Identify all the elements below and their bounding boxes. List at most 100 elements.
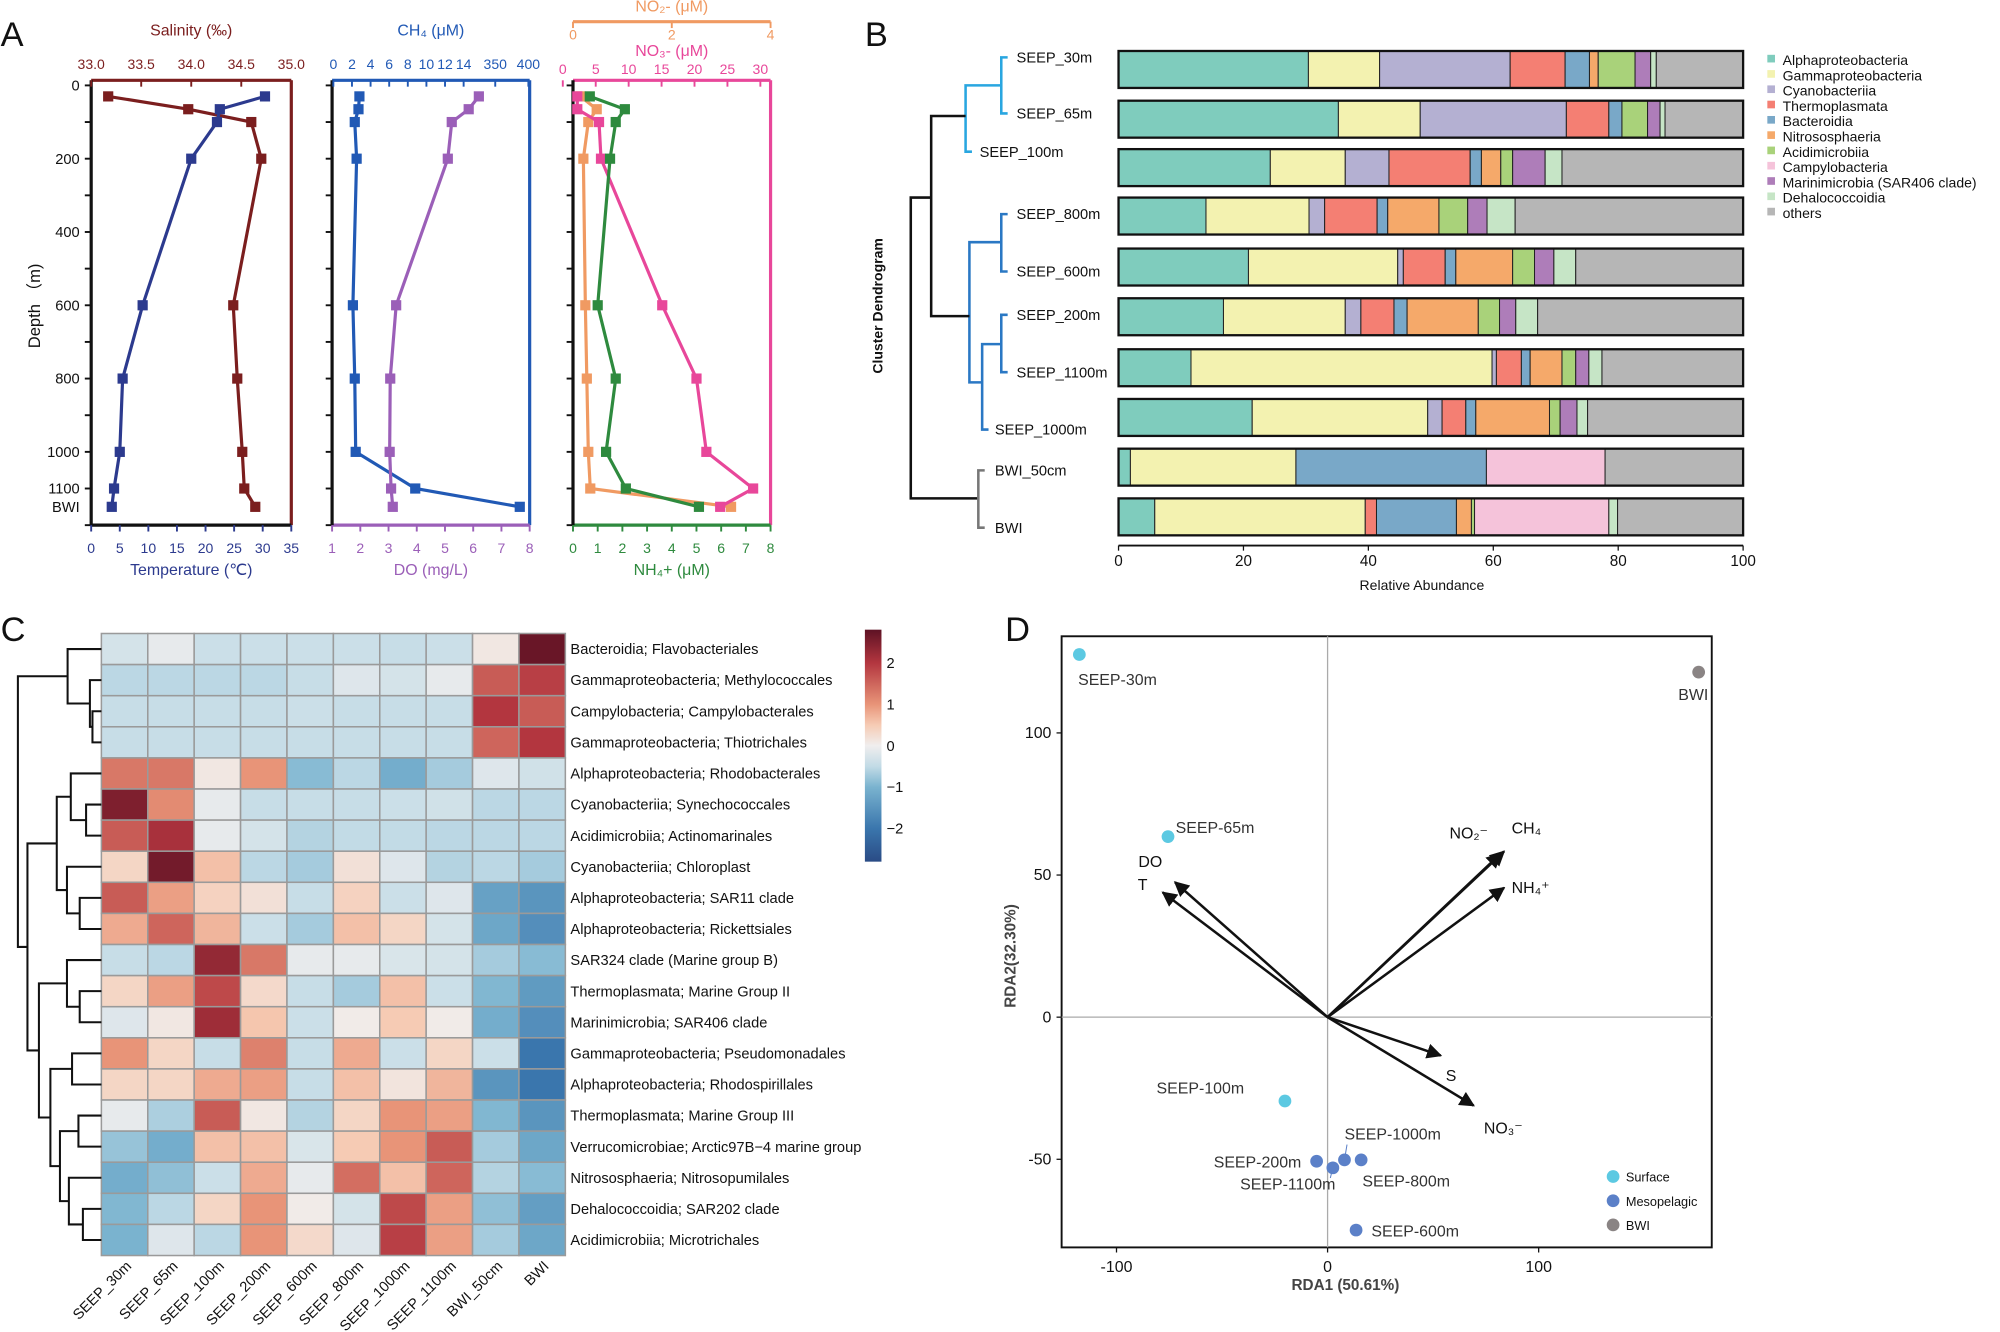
heatmap-cell (147, 943, 195, 977)
heatmap-cell (239, 819, 288, 852)
profile-marker (585, 483, 596, 494)
heatmap-cell (239, 1161, 288, 1195)
row-dendrogram-branch (85, 803, 102, 837)
heatmap-cell (378, 726, 427, 759)
profile-line (388, 95, 481, 507)
heatmap-cell (239, 632, 288, 666)
heatmap-cell (518, 881, 567, 915)
profile-marker (657, 300, 668, 311)
heatmap-cell (100, 788, 149, 821)
legend-swatch (1767, 131, 1775, 139)
axis-tick-label: 1 (328, 540, 336, 556)
profile-marker (384, 446, 395, 457)
column-label: BWI (522, 1259, 553, 1290)
row-label: Cyanobacteriia; Chloroplast (570, 860, 750, 876)
heatmap-cell (147, 1130, 195, 1163)
axis-tick-label: 5 (592, 61, 600, 77)
heatmap-cell (239, 912, 288, 946)
heatmap-cell (100, 1130, 149, 1163)
heatmap-cell (471, 1037, 520, 1070)
bar-segment (1664, 100, 1744, 139)
heatmap-cell (100, 819, 149, 852)
panel-label-a: A (1, 16, 24, 54)
profile-marker (256, 153, 267, 164)
heatmap-cell (239, 663, 288, 697)
panel-d-rda-biplot: -100 0 100 -50 0 50 100 RDA1 (50.61%) RDA2(32.30… (1002, 635, 1713, 1294)
env-vector-label: NO₂⁻ (1449, 825, 1487, 842)
axis-tick-label: 10 (141, 540, 157, 556)
heatmap-cell (147, 1037, 195, 1070)
bar-segment (1514, 197, 1744, 236)
axis-tick-label: 15 (169, 540, 185, 556)
heatmap-cell (425, 726, 474, 759)
heatmap-cell (286, 663, 335, 697)
heatmap-cell (332, 1037, 381, 1070)
heatmap-cell (147, 850, 195, 884)
bar-segment (1393, 297, 1408, 336)
heatmap-cell (518, 850, 567, 884)
axis-tick-label: 10 (419, 56, 435, 72)
heatmap-cell (193, 1192, 242, 1226)
bar-segment (1324, 197, 1378, 236)
depth-tick-label: 400 (55, 225, 79, 241)
heatmap-cell (193, 1130, 242, 1163)
heatmap-cell (147, 1161, 195, 1195)
legend-marker (1606, 1170, 1620, 1183)
heatmap-cell (518, 943, 567, 977)
sample-point-label: SEEP-200m (1214, 1155, 1302, 1172)
profile-marker (385, 373, 396, 384)
heatmap-cell (518, 1192, 567, 1226)
row-label: Marinimicrobia; SAR406 clade (570, 1015, 767, 1031)
sample-point (1310, 1154, 1323, 1168)
sample-point (1692, 665, 1706, 679)
axis-tick-label: 0 (87, 540, 95, 556)
heatmap-row (100, 850, 567, 884)
heatmap-cell (518, 757, 567, 790)
legend-label: Mesopelagic (1626, 1194, 1698, 1209)
dendrogram-branch (968, 212, 1008, 431)
heatmap-cell (286, 1192, 335, 1226)
legend-swatch (1767, 100, 1775, 109)
profile-marker (211, 116, 223, 128)
heatmap-cell (471, 819, 520, 852)
axis-title: NH₄+ (μM) (634, 562, 710, 579)
sample-point (1072, 648, 1086, 661)
dendrogram-title: Cluster Dendrogram (870, 238, 886, 374)
bar-segment (1617, 497, 1744, 536)
heatmap-cell (193, 788, 242, 821)
axis-tick-label: 33.0 (78, 56, 105, 72)
depth-tick-label: 600 (55, 298, 79, 314)
heatmap-row (100, 1037, 567, 1070)
bar-segment (1295, 448, 1487, 487)
heatmap-cell (378, 757, 427, 790)
heatmap-cell (518, 1130, 567, 1163)
env-vector-label: DO (1138, 854, 1162, 871)
heatmap-cell (471, 974, 520, 1008)
profile-line (351, 96, 521, 509)
axis-title: CH₄ (μM) (397, 23, 464, 40)
heatmap-cell (193, 912, 242, 946)
bar-segment (1406, 297, 1479, 336)
axis-tick-label: 7 (742, 540, 750, 556)
bar-outline (1117, 49, 1745, 90)
sample-point (1161, 830, 1175, 844)
heatmap-cell (518, 1037, 567, 1070)
heatmap-cell (239, 1130, 288, 1163)
heatmap-cell (147, 1192, 195, 1226)
heatmap-cell (425, 1161, 474, 1195)
axis-tick-label: 34.0 (178, 56, 205, 72)
bar-segment (1495, 348, 1522, 387)
heatmap-cell (471, 788, 520, 821)
bar-segment (1397, 248, 1404, 287)
axis-title: DO (mg/L) (394, 562, 468, 579)
bar-segment (1561, 348, 1577, 387)
heatmap-cell (100, 1037, 149, 1070)
heatmap-cell (147, 663, 195, 697)
bar-segment (1529, 348, 1563, 387)
heatmap-cell (193, 663, 242, 697)
dendrogram-branch (977, 469, 985, 529)
heatmap-cell (471, 757, 520, 790)
stacked-bar-SEEP_1100m (1117, 348, 1745, 388)
row-dendrogram-branch (78, 990, 102, 1024)
row-dendrogram-branch (77, 1114, 102, 1148)
